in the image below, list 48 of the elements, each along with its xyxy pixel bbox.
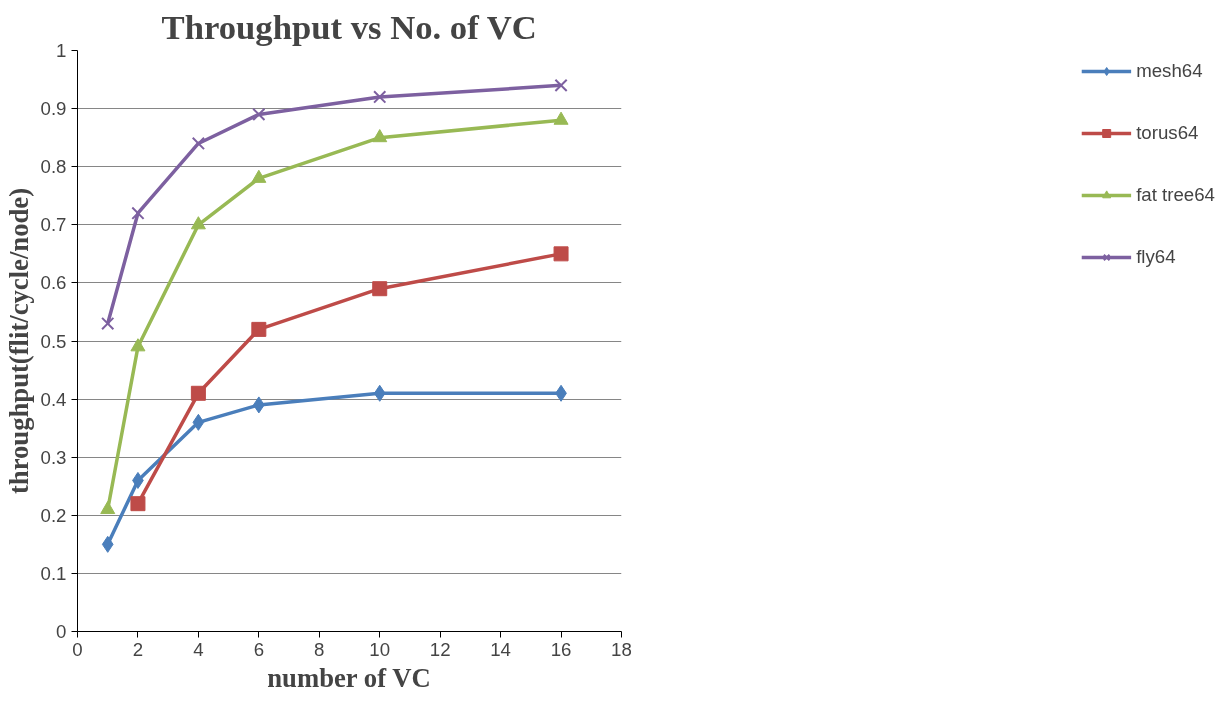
legend-label: torus64: [1136, 122, 1199, 144]
point: [372, 281, 388, 297]
y-tick-label: 0.6: [40, 272, 67, 294]
y-tick-label: 0: [56, 621, 67, 642]
point: [553, 246, 569, 262]
point: [251, 321, 267, 337]
legend-label: fly64: [1136, 246, 1176, 268]
point: [131, 206, 145, 220]
point: [101, 535, 114, 553]
point: [190, 216, 206, 230]
x-tick-label: 8: [314, 638, 325, 660]
y-tick-label: 0.2: [40, 504, 67, 526]
x-tick-label: 2: [132, 638, 144, 660]
x-tick-label: 4: [193, 638, 204, 660]
point: [373, 384, 386, 402]
point: [252, 107, 266, 122]
y-tick-label: 0.9: [40, 98, 67, 120]
y-tick-label: 1: [56, 40, 67, 61]
point: [373, 90, 387, 104]
legend-label: mesh64: [1136, 60, 1203, 82]
point: [130, 496, 146, 512]
x-tick-label: 6: [253, 638, 265, 660]
x-tick-label: 16: [550, 638, 572, 660]
chart-title: Throughput vs No. of VC: [161, 7, 537, 46]
y-axis-title: throughput(flit/cycle/node): [3, 187, 34, 495]
point: [101, 316, 115, 331]
x-axis-title: number of VC: [267, 662, 431, 693]
y-tick-label: 0.8: [40, 156, 67, 178]
point: [130, 338, 146, 352]
y-tick-label: 0.4: [40, 388, 67, 410]
y-tick-label: 0.7: [40, 214, 67, 236]
point: [251, 169, 267, 183]
x-tick-label: 0: [72, 638, 83, 660]
point: [100, 500, 116, 515]
y-tick-label: 0.5: [40, 330, 67, 352]
point: [191, 136, 206, 151]
y-tick-label: 0.1: [40, 562, 67, 584]
x-tick-label: 14: [490, 638, 511, 660]
y-tick-label: 0.3: [40, 446, 67, 468]
point: [192, 413, 205, 431]
point: [372, 129, 388, 143]
x-tick-label: 18: [611, 638, 632, 660]
legend-label: fat tree64: [1136, 184, 1215, 206]
point: [554, 78, 568, 93]
x-tick-label: 12: [429, 638, 451, 660]
point: [553, 111, 569, 125]
point: [190, 385, 206, 401]
x-tick-label: 10: [369, 638, 391, 660]
